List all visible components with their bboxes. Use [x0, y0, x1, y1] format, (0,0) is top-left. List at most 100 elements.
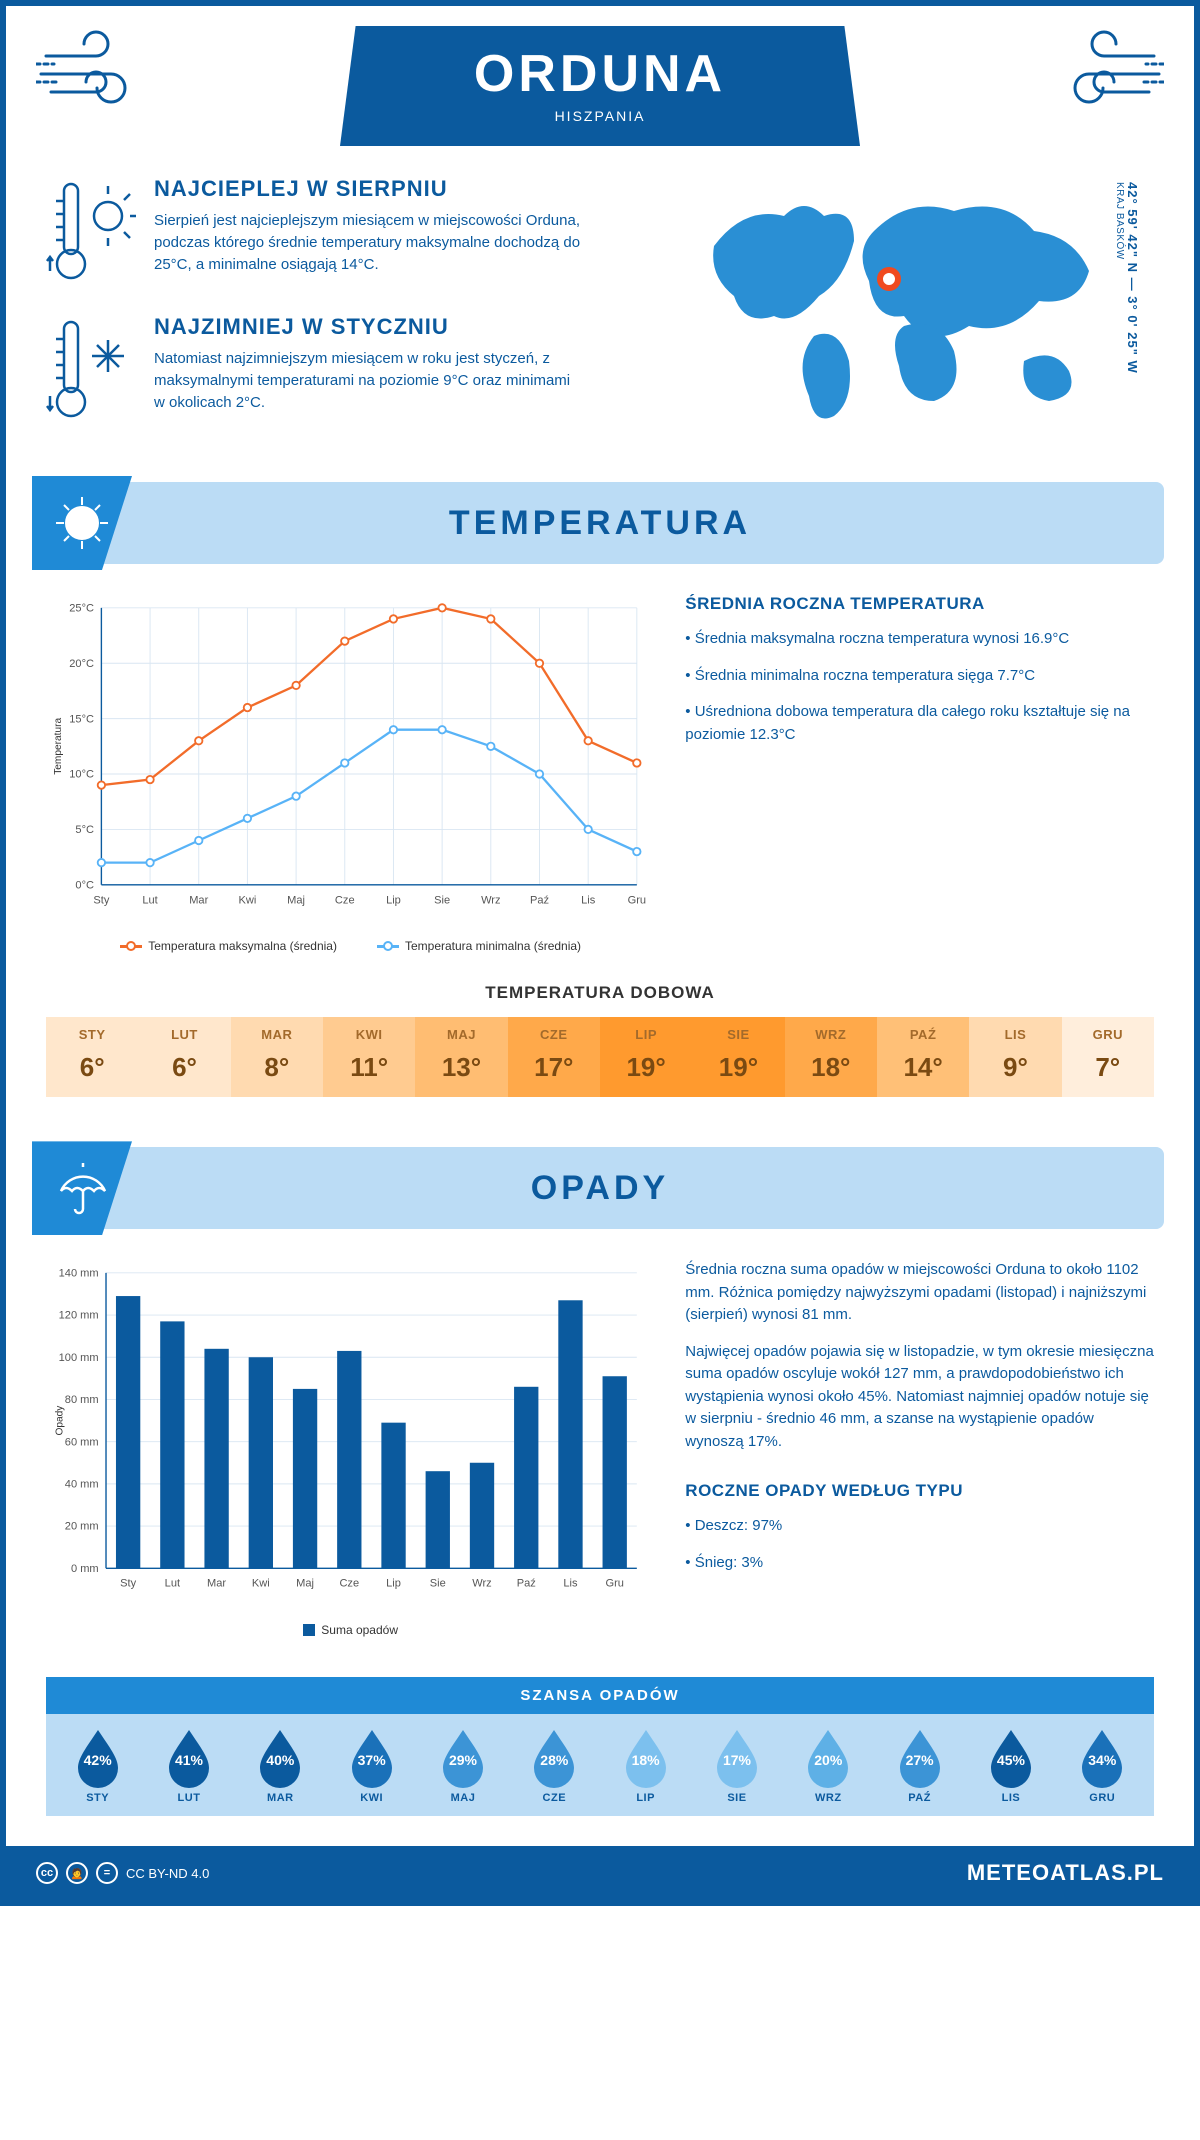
- svg-text:Temperatura: Temperatura: [53, 718, 64, 775]
- rain-chance-title: SZANSA OPADÓW: [46, 1677, 1154, 1714]
- rain-type-list: Deszcz: 97%Śnieg: 3%: [685, 1515, 1154, 1574]
- svg-text:Wrz: Wrz: [472, 1578, 491, 1590]
- svg-text:80 mm: 80 mm: [65, 1394, 99, 1406]
- rain-chance-cell: 20% WRZ: [783, 1726, 874, 1804]
- coldest-title: NAJZIMNIEJ W STYCZNIU: [154, 314, 584, 340]
- svg-text:Sty: Sty: [120, 1578, 136, 1590]
- daily-temp-cell: LUT6°: [138, 1017, 230, 1097]
- city-name: ORDUNA: [400, 44, 800, 104]
- raindrop-icon: 37%: [346, 1726, 398, 1788]
- raindrop-icon: 40%: [254, 1726, 306, 1788]
- daily-temp-cell: WRZ18°: [785, 1017, 877, 1097]
- svg-text:Gru: Gru: [628, 894, 646, 906]
- svg-text:Mar: Mar: [189, 894, 208, 906]
- temperature-sidebar: ŚREDNIA ROCZNA TEMPERATURA Średnia maksy…: [685, 594, 1154, 953]
- raindrop-icon: 17%: [711, 1726, 763, 1788]
- precipitation-title: OPADY: [531, 1169, 669, 1208]
- coordinates: 42° 59' 42" N — 3° 0' 25" W KRAJ BASKÓW: [1114, 176, 1140, 374]
- location-marker: [880, 270, 898, 288]
- daily-temp-cell: CZE17°: [508, 1017, 600, 1097]
- temperature-row: 0°C5°C10°C15°C20°C25°CStyLutMarKwiMajCze…: [6, 584, 1194, 973]
- svg-text:Lut: Lut: [165, 1578, 180, 1590]
- rain-chance-cell: 42% STY: [52, 1726, 143, 1804]
- country-name: HISZPANIA: [400, 108, 800, 124]
- rain-chance-cell: 28% CZE: [509, 1726, 600, 1804]
- daily-temp-cell: MAR8°: [231, 1017, 323, 1097]
- header: ORDUNA HISZPANIA: [6, 6, 1194, 146]
- daily-temp-cell: MAJ13°: [415, 1017, 507, 1097]
- warmest-block: NAJCIEPLEJ W SIERPNIU Sierpień jest najc…: [46, 176, 664, 286]
- svg-text:Sie: Sie: [434, 894, 450, 906]
- svg-text:Cze: Cze: [339, 1578, 359, 1590]
- svg-text:Gru: Gru: [605, 1578, 623, 1590]
- coldest-block: NAJZIMNIEJ W STYCZNIU Natomiast najzimni…: [46, 314, 664, 424]
- svg-text:120 mm: 120 mm: [59, 1310, 99, 1322]
- svg-text:25°C: 25°C: [69, 603, 94, 615]
- warmest-text: Sierpień jest najcieplejszym miesiącem w…: [154, 210, 584, 275]
- rain-chance-cell: 18% LIP: [600, 1726, 691, 1804]
- temp-legend: Temperatura maksymalna (średnia) Tempera…: [46, 939, 655, 953]
- daily-temp-cell: LIS9°: [969, 1017, 1061, 1097]
- svg-text:Lip: Lip: [386, 894, 401, 906]
- wind-icon-left: [36, 26, 156, 116]
- svg-text:140 mm: 140 mm: [59, 1268, 99, 1280]
- svg-text:Lip: Lip: [386, 1578, 401, 1590]
- svg-text:Lis: Lis: [563, 1578, 578, 1590]
- brand: METEOATLAS.PL: [967, 1860, 1164, 1886]
- precipitation-section-header: OPADY: [36, 1147, 1164, 1229]
- svg-text:5°C: 5°C: [75, 824, 94, 836]
- rain-chance-body: 42% STY 41% LUT 40% MAR 37% KWI 29% MAJ …: [46, 1714, 1154, 1816]
- svg-text:Wrz: Wrz: [481, 894, 500, 906]
- rain-type-item: Deszcz: 97%: [685, 1515, 1154, 1538]
- daily-temp-cell: KWI11°: [323, 1017, 415, 1097]
- svg-text:40 mm: 40 mm: [65, 1479, 99, 1491]
- rain-chance-cell: 40% MAR: [235, 1726, 326, 1804]
- sun-icon: [32, 476, 132, 570]
- raindrop-icon: 28%: [528, 1726, 580, 1788]
- rain-para-2: Najwięcej opadów pojawia się w listopadz…: [685, 1341, 1154, 1454]
- rain-chance-cell: 29% MAJ: [417, 1726, 508, 1804]
- cc-icon: cc: [36, 1862, 58, 1884]
- raindrop-icon: 20%: [802, 1726, 854, 1788]
- svg-text:Cze: Cze: [335, 894, 355, 906]
- svg-text:0 mm: 0 mm: [71, 1563, 99, 1575]
- svg-text:Lis: Lis: [581, 894, 596, 906]
- svg-text:Mar: Mar: [207, 1578, 226, 1590]
- warmest-title: NAJCIEPLEJ W SIERPNIU: [154, 176, 584, 202]
- svg-text:Paź: Paź: [517, 1578, 536, 1590]
- svg-text:Kwi: Kwi: [239, 894, 257, 906]
- daily-temp-cell: GRU7°: [1062, 1017, 1154, 1097]
- svg-text:Sie: Sie: [430, 1578, 446, 1590]
- svg-text:60 mm: 60 mm: [65, 1437, 99, 1449]
- rain-legend: Suma opadów: [46, 1623, 655, 1637]
- precipitation-chart: 0 mm 20 mm 40 mm 60 mm 80 mm 100 mm 120 mm 140 …: [46, 1259, 655, 1610]
- daily-temp-title: TEMPERATURA DOBOWA: [46, 983, 1154, 1003]
- svg-text:Opady: Opady: [55, 1405, 66, 1436]
- world-map: 42° 59' 42" N — 3° 0' 25" W KRAJ BASKÓW: [694, 176, 1154, 452]
- svg-text:Maj: Maj: [296, 1578, 314, 1590]
- rain-chance-cell: 37% KWI: [326, 1726, 417, 1804]
- daily-temp-cell: PAŹ14°: [877, 1017, 969, 1097]
- raindrop-icon: 42%: [72, 1726, 124, 1788]
- svg-text:100 mm: 100 mm: [59, 1352, 99, 1364]
- daily-temp-table: STY6°LUT6°MAR8°KWI11°MAJ13°CZE17°LIP19°S…: [46, 1017, 1154, 1097]
- svg-text:20 mm: 20 mm: [65, 1521, 99, 1533]
- svg-text:Sty: Sty: [93, 894, 109, 906]
- raindrop-icon: 27%: [894, 1726, 946, 1788]
- rain-chance: SZANSA OPADÓW 42% STY 41% LUT 40% MAR 37…: [46, 1677, 1154, 1816]
- temp-side-item: Średnia minimalna roczna temperatura się…: [685, 665, 1154, 688]
- rain-chance-cell: 45% LIS: [965, 1726, 1056, 1804]
- raindrop-icon: 29%: [437, 1726, 489, 1788]
- rain-para-1: Średnia roczna suma opadów w miejscowośc…: [685, 1259, 1154, 1327]
- map-svg: [694, 176, 1114, 436]
- svg-text:20°C: 20°C: [69, 658, 94, 670]
- svg-text:Paź: Paź: [530, 894, 549, 906]
- license-text: CC BY-ND 4.0: [126, 1866, 209, 1881]
- svg-text:Lut: Lut: [142, 894, 157, 906]
- umbrella-icon: [32, 1141, 132, 1235]
- thermometer-snow-icon: [46, 314, 136, 424]
- wind-icon-right: [1044, 26, 1164, 116]
- footer: cc 🙍 = CC BY-ND 4.0 METEOATLAS.PL: [6, 1846, 1194, 1900]
- raindrop-icon: 45%: [985, 1726, 1037, 1788]
- rain-chance-cell: 34% GRU: [1057, 1726, 1148, 1804]
